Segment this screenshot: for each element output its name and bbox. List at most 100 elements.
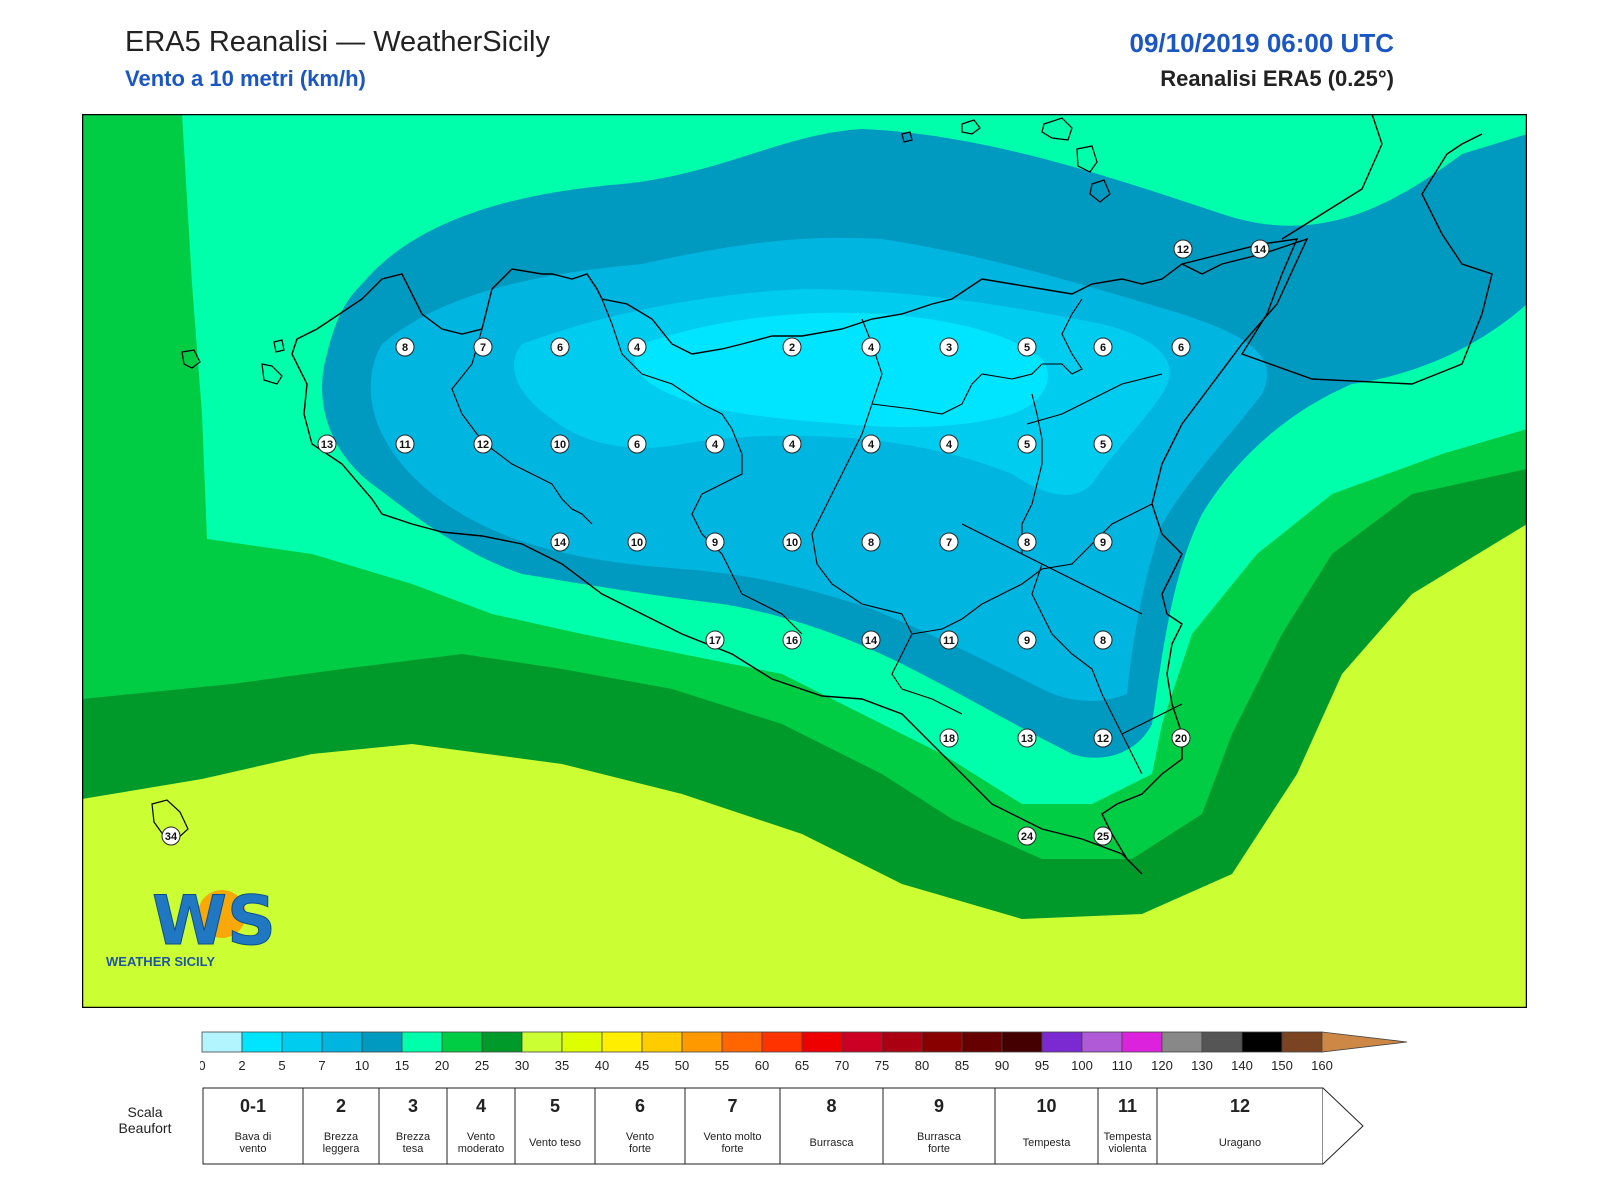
station-marker: 9 — [705, 532, 725, 552]
color-legend: 0 2 5 7 10 15 20 25 30 35 40 45 50 55 60 65 70 75 80 85 90 95… — [200, 1031, 1408, 1073]
legend-tick: 20 — [435, 1058, 449, 1073]
station-value: 10 — [786, 537, 798, 549]
legend-swatch — [201, 1031, 243, 1053]
station-value: 9 — [1024, 635, 1030, 647]
legend-tick: 65 — [795, 1058, 809, 1073]
station-marker: 13 — [1017, 728, 1037, 748]
station-marker: 4 — [939, 434, 959, 454]
station-value: 34 — [165, 831, 178, 843]
station-value: 11 — [399, 439, 411, 451]
station-marker: 5 — [1017, 434, 1037, 454]
beaufort-description: Bava di — [235, 1131, 272, 1143]
island-linosa — [151, 799, 189, 840]
station-marker: 16 — [782, 630, 802, 650]
station-marker: 12 — [1093, 728, 1113, 748]
station-marker: 13 — [317, 434, 337, 454]
legend-tick: 100 — [1071, 1058, 1093, 1073]
beaufort-description: Vento molto — [703, 1131, 761, 1143]
legend-swatch — [561, 1031, 603, 1053]
beaufort-number: 5 — [550, 1096, 560, 1116]
beaufort-label-line2: Beaufort — [119, 1120, 172, 1136]
station-value: 4 — [634, 342, 641, 354]
legend-swatch — [881, 1031, 923, 1053]
station-marker: 20 — [1171, 728, 1191, 748]
legend-swatch — [481, 1031, 523, 1053]
map-title: ERA5 Reanalisi — WeatherSicily — [125, 26, 550, 58]
station-marker: 4 — [861, 434, 881, 454]
legend-tick: 2 — [238, 1058, 245, 1073]
legend-tick: 45 — [635, 1058, 649, 1073]
legend-tick: 130 — [1191, 1058, 1213, 1073]
beaufort-label-line1: Scala — [127, 1104, 162, 1120]
station-marker: 14 — [1250, 239, 1270, 259]
station-marker: 14 — [861, 630, 881, 650]
legend-swatch — [921, 1031, 963, 1053]
beaufort-class: 10 Tempesta — [994, 1087, 1099, 1165]
station-value: 4 — [868, 342, 875, 354]
station-value: 7 — [480, 342, 486, 354]
legend-swatch — [841, 1031, 883, 1053]
station-marker: 12 — [1173, 239, 1193, 259]
station-marker: 8 — [1093, 630, 1113, 650]
beaufort-description: Vento teso — [529, 1137, 581, 1149]
legend-tick: 40 — [595, 1058, 609, 1073]
station-value: 9 — [712, 537, 718, 549]
station-value: 14 — [1254, 244, 1267, 256]
island-alicudi — [901, 131, 913, 143]
station-value: 6 — [1178, 342, 1184, 354]
legend-swatch — [361, 1031, 403, 1053]
legend-swatch — [1161, 1031, 1203, 1053]
beaufort-description: Vento — [626, 1131, 654, 1143]
beaufort-number: 9 — [934, 1096, 944, 1116]
island-salina — [961, 119, 981, 135]
station-value: 5 — [1024, 342, 1030, 354]
station-marker: 5 — [1093, 434, 1113, 454]
station-marker: 4 — [627, 337, 647, 357]
beaufort-description-line2: violenta — [1109, 1143, 1148, 1155]
legend-swatch — [281, 1031, 323, 1053]
station-value: 13 — [1021, 733, 1033, 745]
station-marker: 10 — [782, 532, 802, 552]
legend-tick: 85 — [955, 1058, 969, 1073]
station-marker: 12 — [473, 434, 493, 454]
station-value: 12 — [1097, 733, 1109, 745]
beaufort-description-line2: forte — [721, 1143, 743, 1155]
station-marker: 6 — [550, 337, 570, 357]
model-label: Reanalisi ERA5 (0.25°) — [1160, 66, 1394, 91]
legend-tick: 7 — [318, 1058, 325, 1073]
legend-tick: 55 — [715, 1058, 729, 1073]
legend-tick: 75 — [875, 1058, 889, 1073]
station-value: 13 — [321, 439, 333, 451]
beaufort-description: Brezza — [324, 1131, 359, 1143]
station-value: 5 — [1024, 439, 1030, 451]
beaufort-number: 7 — [727, 1096, 737, 1116]
station-marker: 6 — [627, 434, 647, 454]
beaufort-class: 12 Uragano — [1156, 1087, 1324, 1165]
station-marker: 18 — [939, 728, 959, 748]
beaufort-number: 12 — [1230, 1096, 1250, 1116]
legend-swatch — [1241, 1031, 1283, 1053]
legend-swatch — [721, 1031, 763, 1053]
station-value: 8 — [868, 537, 874, 549]
station-value: 8 — [402, 342, 408, 354]
legend-swatch — [1321, 1031, 1408, 1053]
station-marker: 34 — [161, 826, 181, 846]
beaufort-description: Vento — [467, 1131, 495, 1143]
legend-tick: 110 — [1112, 1058, 1133, 1073]
legend-swatch — [801, 1031, 843, 1053]
legend-swatch — [521, 1031, 563, 1053]
station-value: 24 — [1021, 831, 1034, 843]
beaufort-number: 6 — [635, 1096, 645, 1116]
calabria-coastline — [1181, 133, 1493, 385]
beaufort-description: Brezza — [396, 1131, 431, 1143]
beaufort-number: 8 — [826, 1096, 836, 1116]
beaufort-arrow-tip — [1322, 1087, 1364, 1165]
station-marker: 4 — [861, 337, 881, 357]
legend-swatch — [601, 1031, 643, 1053]
